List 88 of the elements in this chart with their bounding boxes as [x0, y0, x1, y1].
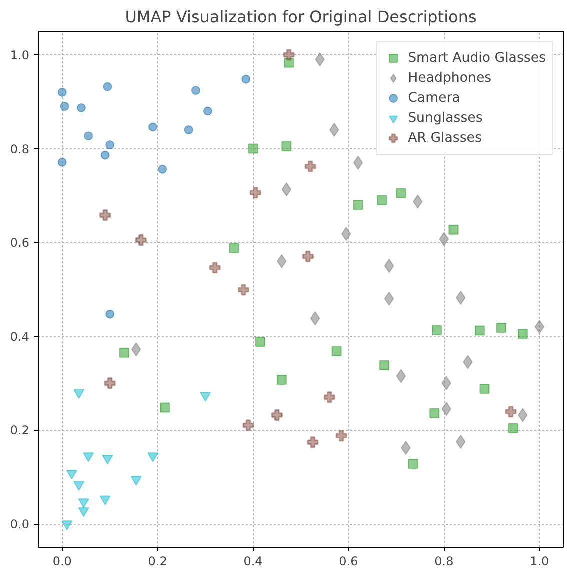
y-tick-label: 1.0	[10, 48, 30, 62]
point	[518, 329, 528, 340]
point	[148, 452, 159, 462]
point	[353, 200, 364, 210]
point	[250, 187, 262, 199]
point	[408, 459, 418, 469]
point	[396, 369, 406, 384]
point	[448, 224, 459, 235]
point	[100, 496, 111, 506]
legend-label: Sunglasses	[408, 110, 483, 126]
point	[84, 132, 94, 141]
point	[62, 520, 73, 530]
point	[74, 481, 85, 491]
point	[505, 406, 517, 418]
point	[103, 82, 112, 92]
point	[377, 195, 388, 206]
point	[238, 284, 250, 296]
point	[119, 348, 130, 358]
point	[104, 378, 116, 390]
point	[74, 389, 85, 399]
point	[83, 452, 94, 462]
x-tick-label: 0.4	[244, 554, 263, 568]
x-tick-label: 0.6	[339, 554, 358, 568]
point	[135, 234, 147, 246]
point	[380, 360, 390, 370]
legend-label: AR Glasses	[408, 130, 482, 146]
point	[78, 508, 90, 518]
point	[282, 182, 292, 197]
y-tick-label: 0.8	[10, 142, 30, 156]
point	[106, 140, 115, 150]
point	[255, 337, 266, 348]
chart-title: UMAP Visualization for Original Descriptions	[125, 8, 477, 26]
y-tick-label: 0.0	[10, 518, 30, 532]
point	[192, 86, 200, 96]
y-tick-label: 0.6	[10, 236, 30, 250]
point	[384, 259, 394, 274]
x-tick-label: 0.8	[434, 554, 454, 568]
point	[302, 250, 314, 262]
point	[148, 122, 158, 132]
legend-label: Headphones	[408, 70, 492, 86]
point	[58, 88, 67, 97]
point	[496, 322, 506, 333]
point	[353, 156, 364, 170]
point	[324, 392, 336, 404]
point	[430, 408, 440, 418]
point	[508, 423, 518, 434]
point	[106, 310, 115, 319]
point	[66, 470, 78, 480]
y-tick-label: 0.4	[10, 330, 30, 344]
point	[332, 346, 342, 356]
legend-label: Smart Audio Glasses	[408, 50, 546, 66]
point	[307, 436, 319, 448]
point	[304, 160, 316, 172]
point	[76, 103, 86, 112]
point	[229, 243, 240, 254]
point	[58, 158, 67, 167]
point	[271, 409, 283, 421]
point	[336, 430, 348, 442]
point	[60, 102, 70, 112]
point	[432, 325, 442, 336]
y-tick-label: 0.2	[10, 424, 30, 438]
x-tick-label: 0.2	[148, 554, 168, 568]
point	[248, 144, 258, 154]
point	[184, 126, 194, 134]
point	[78, 498, 90, 508]
point	[276, 375, 287, 386]
point	[130, 476, 142, 486]
point	[200, 392, 212, 402]
point	[474, 326, 485, 336]
point	[158, 164, 168, 174]
point	[310, 312, 320, 326]
point	[396, 188, 406, 198]
legend-label: Camera	[408, 90, 460, 106]
point	[283, 49, 295, 61]
point	[282, 141, 292, 152]
point	[439, 232, 450, 246]
point	[100, 150, 110, 160]
point	[160, 402, 170, 413]
point	[100, 210, 112, 222]
point	[203, 106, 212, 116]
point	[480, 384, 490, 394]
x-tick-label: 0.0	[52, 554, 72, 568]
x-tick-label: 1.0	[530, 554, 550, 568]
point	[242, 420, 254, 432]
point	[102, 454, 114, 465]
point	[209, 262, 221, 274]
point	[384, 292, 394, 306]
point	[242, 74, 251, 84]
